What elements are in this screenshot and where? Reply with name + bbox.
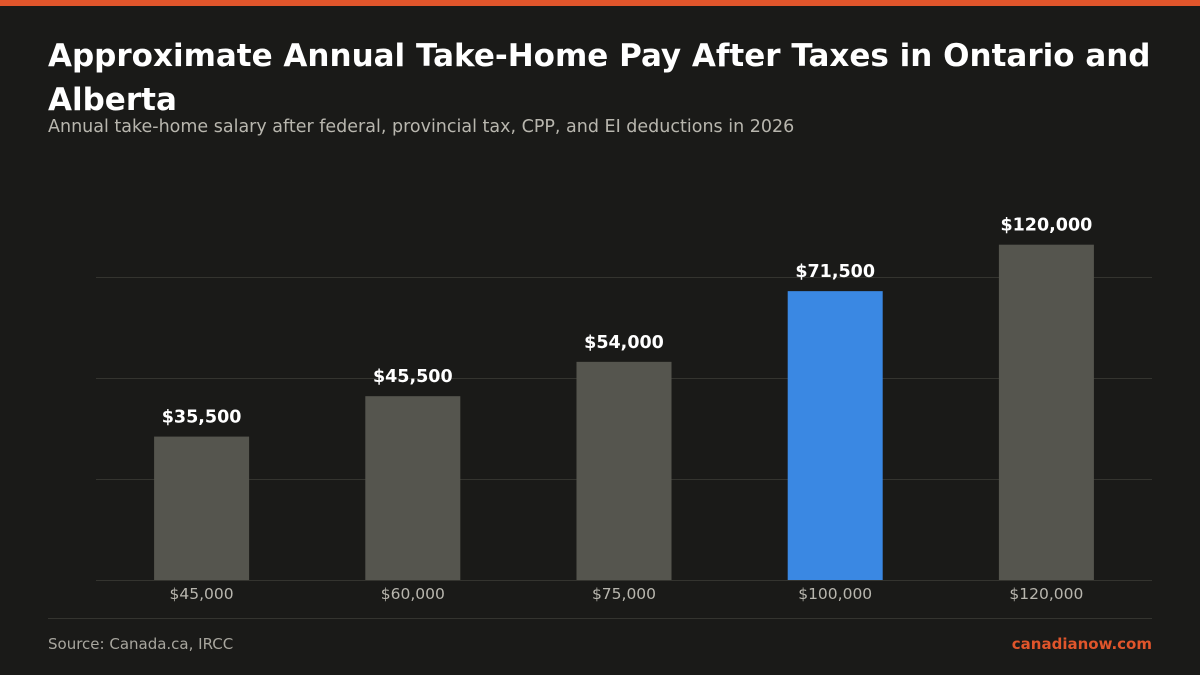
chart-title: Approximate Annual Take-Home Pay After T…	[48, 38, 1151, 118]
chart-subtitle: Annual take-home salary after federal, p…	[48, 117, 795, 137]
footer-divider	[48, 618, 1152, 619]
value-label: $54,000	[584, 333, 664, 353]
bar	[787, 291, 883, 580]
value-label: $120,000	[1000, 216, 1092, 236]
x-axis-ticks: $45,000 $60,000 $75,000 $100,000 $120,000	[170, 585, 1084, 603]
x-tick-label: $120,000	[1009, 585, 1083, 603]
brand-link[interactable]: canadianow.com	[1011, 635, 1152, 653]
x-tick-label: $45,000	[170, 585, 234, 603]
value-labels: $35,500 $45,500 $54,000 $71,500 $120,000	[162, 216, 1093, 428]
bar	[154, 436, 250, 580]
x-tick-label: $100,000	[798, 585, 872, 603]
value-label: $35,500	[162, 408, 242, 428]
bar	[576, 361, 672, 580]
accent-top-bar	[0, 0, 1200, 6]
bars	[154, 244, 1094, 580]
bar	[998, 244, 1094, 580]
x-tick-label: $60,000	[381, 585, 445, 603]
value-label: $45,500	[373, 367, 453, 387]
bar	[365, 396, 461, 580]
value-label: $71,500	[795, 262, 875, 282]
source-note: Source: Canada.ca, IRCC	[48, 635, 234, 653]
x-tick-label: $75,000	[592, 585, 656, 603]
